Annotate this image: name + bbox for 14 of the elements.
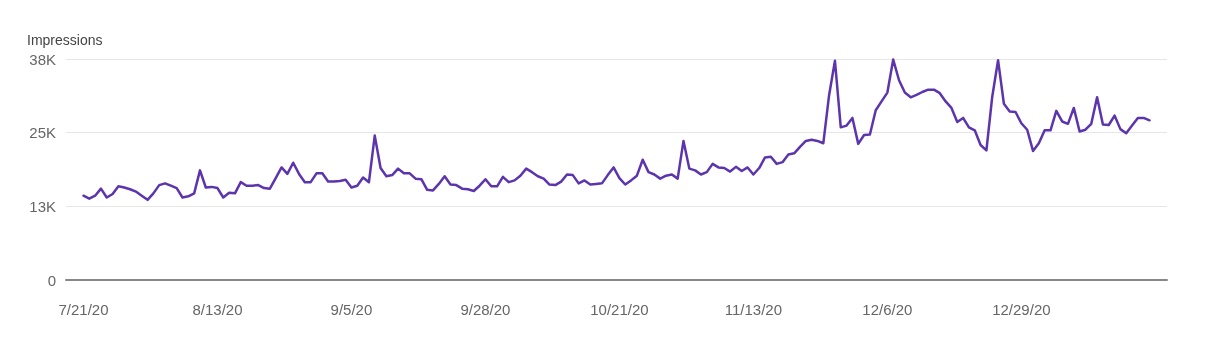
x-tick-label: 12/6/20 xyxy=(862,301,913,318)
y-tick-label: 0 xyxy=(47,271,56,289)
y-tick-label: 13K xyxy=(29,197,56,215)
y-axis-title: Impressions xyxy=(27,32,103,48)
x-tick-label: 11/13/20 xyxy=(724,301,783,318)
x-tick-label: 12/29/20 xyxy=(992,301,1051,318)
x-tick-label: 9/28/20 xyxy=(460,301,511,318)
x-tick-label: 7/21/20 xyxy=(58,301,109,318)
x-tick-label: 9/5/20 xyxy=(330,301,373,318)
y-tick-label: 38K xyxy=(29,50,56,68)
line-series xyxy=(82,58,1151,202)
x-tick-label: 10/21/20 xyxy=(590,301,649,318)
x-tick-label: 8/13/20 xyxy=(192,301,243,318)
y-tick-label: 25K xyxy=(29,124,56,142)
